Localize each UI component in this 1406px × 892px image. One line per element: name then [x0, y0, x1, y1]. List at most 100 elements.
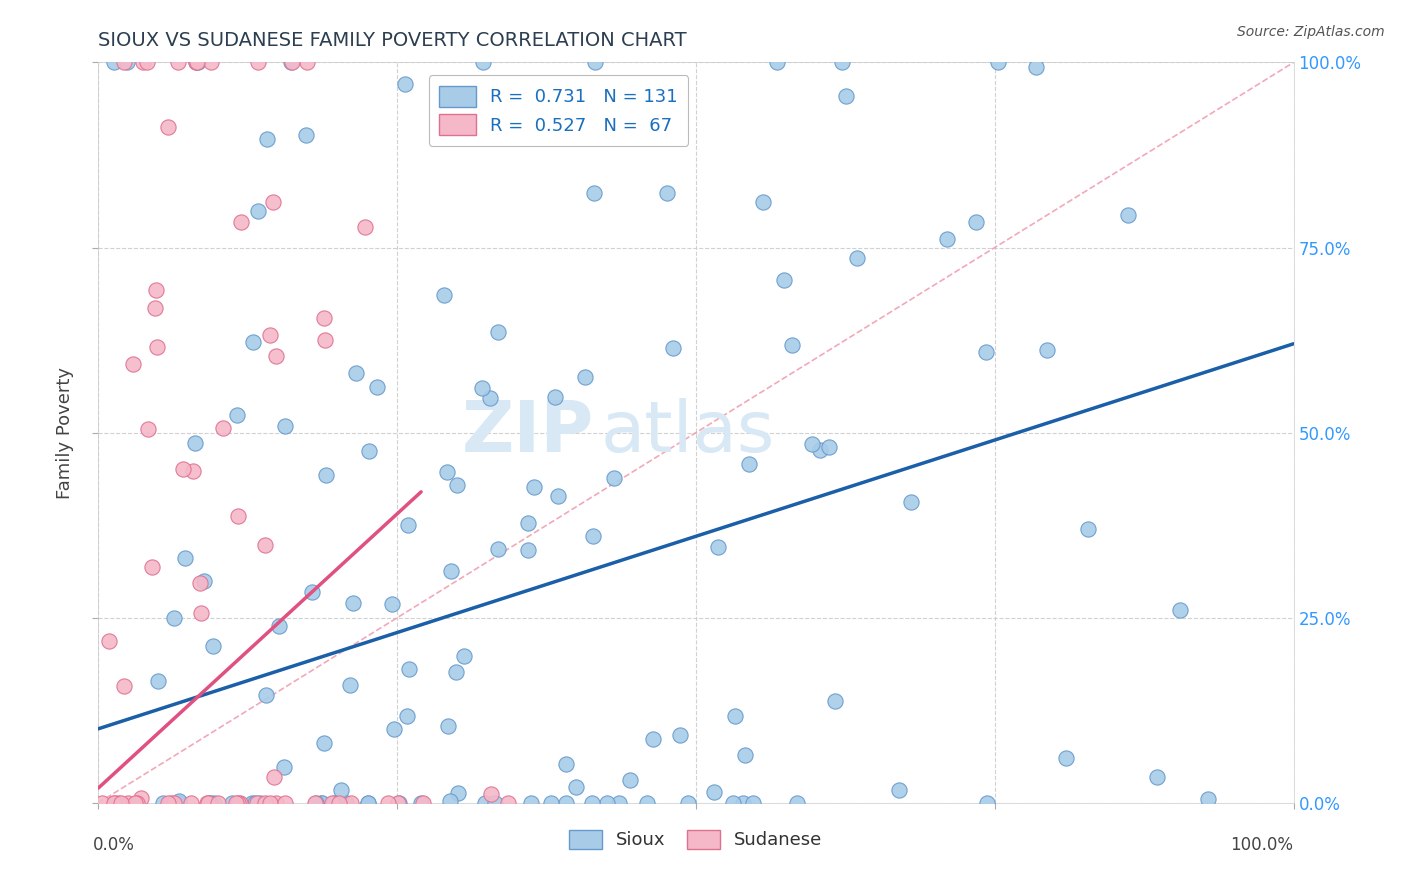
Point	[97, 633, 120, 648]
Point	[845, 252, 868, 266]
Point	[259, 796, 281, 810]
Point	[167, 55, 190, 70]
Point	[738, 457, 761, 471]
Point	[676, 796, 699, 810]
Point	[114, 679, 136, 693]
Point	[800, 436, 823, 450]
Point	[187, 55, 209, 70]
Point	[780, 338, 803, 352]
Point	[603, 471, 626, 485]
Point	[184, 436, 207, 450]
Point	[197, 796, 219, 810]
Point	[274, 796, 297, 810]
Point	[703, 785, 725, 799]
Point	[357, 796, 380, 810]
Point	[440, 564, 463, 578]
Point	[314, 311, 336, 326]
Point	[309, 796, 332, 810]
Point	[246, 796, 269, 810]
Point	[555, 796, 578, 810]
Point	[167, 794, 190, 808]
Point	[381, 597, 404, 611]
Point	[900, 494, 922, 508]
Point	[481, 787, 503, 801]
Point	[581, 796, 603, 810]
Point	[264, 349, 287, 363]
Point	[264, 796, 287, 810]
Point	[808, 443, 831, 458]
Point	[395, 709, 418, 723]
Point	[229, 214, 252, 228]
Point	[330, 783, 353, 797]
Point	[388, 796, 411, 810]
Point	[273, 760, 295, 774]
Point	[835, 89, 858, 103]
Point	[295, 55, 318, 70]
Point	[516, 516, 538, 530]
Y-axis label: Family Poverty: Family Poverty	[56, 367, 75, 499]
Point	[359, 444, 381, 458]
Point	[262, 194, 284, 209]
Point	[180, 796, 202, 810]
Point	[619, 773, 641, 788]
Point	[202, 796, 225, 810]
Point	[342, 596, 364, 610]
Point	[398, 662, 420, 676]
Point	[152, 796, 174, 810]
Point	[246, 55, 269, 70]
Point	[824, 694, 846, 708]
Point	[447, 786, 470, 800]
Point	[523, 480, 546, 494]
Point	[1056, 750, 1078, 764]
Text: 0.0%: 0.0%	[93, 836, 135, 855]
Point	[1036, 343, 1059, 357]
Point	[124, 796, 146, 810]
Point	[412, 796, 434, 810]
Point	[240, 796, 263, 810]
Point	[226, 796, 249, 810]
Point	[965, 215, 987, 229]
Point	[723, 796, 745, 810]
Point	[751, 195, 773, 210]
Point	[344, 366, 367, 380]
Point	[544, 390, 567, 404]
Point	[226, 509, 249, 524]
Point	[734, 748, 756, 763]
Point	[228, 796, 250, 810]
Point	[198, 796, 221, 810]
Point	[167, 796, 190, 810]
Point	[295, 128, 318, 143]
Point	[555, 756, 578, 771]
Point	[474, 796, 496, 810]
Point	[517, 543, 540, 558]
Point	[163, 796, 186, 810]
Point	[582, 529, 605, 543]
Point	[496, 796, 519, 810]
Point	[90, 796, 112, 810]
Point	[1116, 208, 1139, 222]
Point	[146, 673, 169, 688]
Point	[315, 467, 337, 482]
Point	[136, 422, 159, 436]
Point	[160, 796, 183, 810]
Point	[643, 731, 665, 746]
Point	[433, 288, 456, 302]
Point	[976, 796, 998, 810]
Point	[453, 649, 475, 664]
Text: SIOUX VS SUDANESE FAMILY POVERTY CORRELATION CHART: SIOUX VS SUDANESE FAMILY POVERTY CORRELA…	[98, 30, 688, 50]
Point	[267, 619, 290, 633]
Point	[311, 796, 333, 810]
Point	[377, 796, 399, 810]
Point	[356, 796, 378, 810]
Point	[247, 204, 270, 219]
Point	[773, 273, 796, 287]
Point	[112, 55, 135, 70]
Point	[103, 796, 125, 810]
Point	[436, 466, 458, 480]
Point	[707, 541, 730, 555]
Point	[125, 796, 148, 810]
Point	[479, 391, 502, 405]
Point	[742, 796, 765, 810]
Point	[574, 369, 596, 384]
Point	[328, 796, 350, 810]
